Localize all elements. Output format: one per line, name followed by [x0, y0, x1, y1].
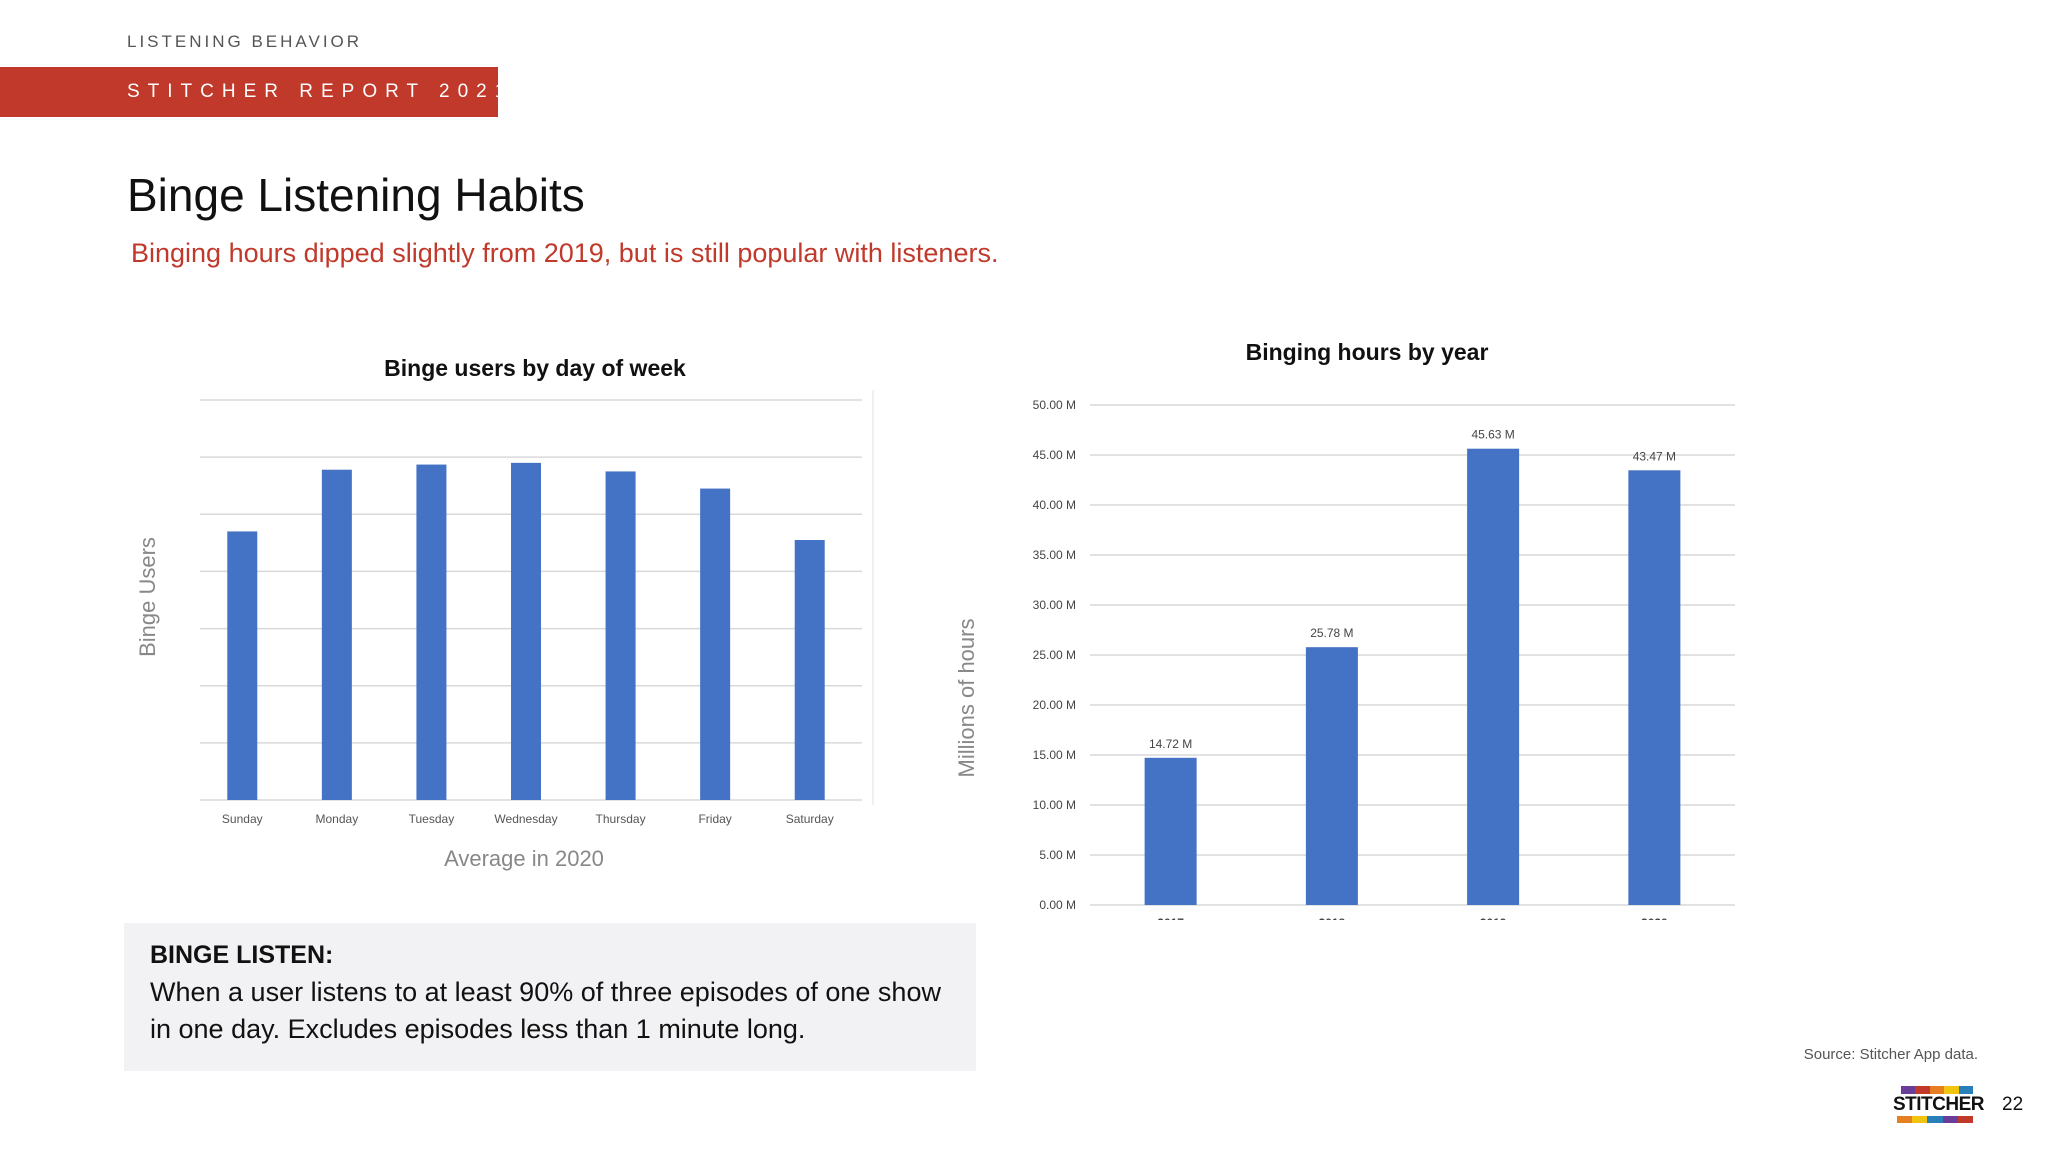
section-label: LISTENING BEHAVIOR	[127, 32, 363, 51]
y-tick-label: 20.00 M	[1033, 698, 1076, 712]
logo-stripe	[1912, 1116, 1928, 1123]
logo-stripe	[1957, 1116, 1974, 1123]
bar	[1144, 757, 1197, 905]
y-axis-label: Binge Users	[135, 537, 160, 657]
x-tick-label: Friday	[698, 812, 731, 826]
logo-stripes-bottom	[1897, 1116, 1974, 1123]
data-label: 14.72 M	[1149, 737, 1192, 751]
definition-box: BINGE LISTEN: When a user listens to at …	[124, 923, 976, 1071]
bar	[511, 462, 541, 800]
x-tick-label: Saturday	[786, 812, 834, 826]
bar	[700, 488, 731, 800]
page-number: 22	[2002, 1094, 2024, 1115]
bar	[321, 469, 352, 800]
x-tick-label: Monday	[316, 812, 359, 826]
x-tick-label: Wednesday	[494, 812, 557, 826]
logo-stripe	[1958, 1086, 1974, 1094]
logo-stripe	[1927, 1116, 1943, 1123]
x-tick-label: 2019	[1480, 916, 1507, 920]
bar	[794, 540, 825, 800]
bar	[1467, 448, 1520, 905]
bar	[227, 531, 258, 800]
x-tick-label: 2020	[1641, 916, 1668, 920]
bar	[1628, 470, 1681, 905]
bar	[1305, 647, 1358, 905]
x-axis-label: Average in 2020	[444, 846, 604, 871]
logo-stripe	[1944, 1086, 1959, 1094]
x-tick-label: Sunday	[222, 812, 263, 826]
y-tick-label: 25.00 M	[1033, 648, 1076, 662]
bar	[605, 471, 636, 800]
y-tick-label: 0.00 M	[1039, 898, 1076, 912]
data-label: 45.63 M	[1471, 428, 1514, 442]
charts-canvas: Binge users by day of week Sunday Monday Tu…	[135, 339, 1735, 920]
logo-stripes-top	[1901, 1086, 1974, 1094]
y-tick-label: 30.00 M	[1033, 598, 1076, 612]
bar	[416, 464, 447, 800]
y-axis-label: Millions of hours	[954, 619, 979, 778]
logo-stripe	[1915, 1086, 1930, 1094]
definition-text: When a user listens to at least 90% of t…	[150, 977, 941, 1044]
x-tick-label: 2018	[1319, 916, 1346, 920]
chart-title: Binge users by day of week	[384, 355, 686, 381]
chart-binge-users-by-day: Binge users by day of week Sunday Monday Tu…	[135, 355, 874, 871]
logo-stripe	[1897, 1116, 1913, 1123]
y-tick-label: 35.00 M	[1033, 548, 1076, 562]
source-note: Source: Stitcher App data.	[1803, 1046, 1978, 1063]
y-tick-label: 50.00 M	[1033, 398, 1076, 412]
definition-title: BINGE LISTEN:	[150, 941, 334, 969]
y-tick-label: 40.00 M	[1033, 498, 1076, 512]
chart-binging-hours-by-year: 0.00 M 5.00 M 10.00 M 15.00 M 20.00 M 25.00 M…	[954, 339, 1735, 920]
stitcher-logo: STITCHER	[1893, 1086, 1985, 1126]
y-tick-label: 10.00 M	[1033, 798, 1076, 812]
logo-stripe	[1901, 1086, 1916, 1094]
logo-stripe	[1929, 1086, 1945, 1094]
y-tick-label: 5.00 M	[1039, 848, 1076, 862]
report-band: STITCHER REPORT 2021	[0, 67, 505, 117]
logo-stripe	[1942, 1116, 1958, 1123]
y-tick-label: 15.00 M	[1033, 748, 1076, 762]
page-subtitle: Binging hours dipped slightly from 2019,…	[131, 238, 999, 268]
x-tick-label: Thursday	[596, 812, 646, 826]
data-label: 43.47 M	[1633, 449, 1676, 463]
logo-text: STITCHER	[1893, 1094, 1985, 1115]
chart-title: Binging hours by year	[1246, 339, 1489, 365]
x-tick-label: 2017	[1157, 916, 1184, 920]
x-tick-label: Tuesday	[409, 812, 455, 826]
page-title: Binge Listening Habits	[127, 169, 585, 221]
data-label: 25.78 M	[1310, 626, 1353, 640]
y-tick-label: 45.00 M	[1033, 448, 1076, 462]
report-label: STITCHER REPORT 2021	[127, 81, 514, 102]
